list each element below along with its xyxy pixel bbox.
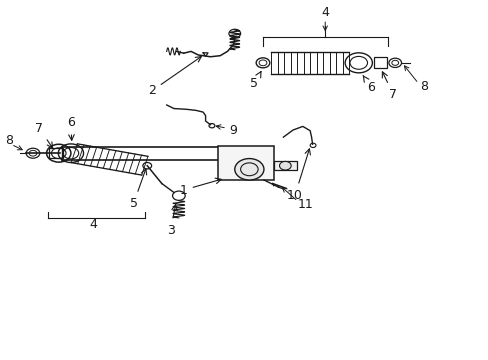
Text: 4: 4 xyxy=(90,218,98,231)
Bar xyxy=(273,161,296,170)
Text: 8: 8 xyxy=(420,80,427,93)
Text: 4: 4 xyxy=(321,6,328,19)
Text: 10: 10 xyxy=(286,149,310,202)
Text: 6: 6 xyxy=(67,116,75,140)
Text: 6: 6 xyxy=(362,76,374,94)
Circle shape xyxy=(279,161,290,170)
Text: 3: 3 xyxy=(166,205,177,237)
Text: 1: 1 xyxy=(180,178,221,197)
Text: 5: 5 xyxy=(250,72,261,90)
Text: 7: 7 xyxy=(35,122,53,148)
Ellipse shape xyxy=(226,150,252,171)
Text: 2: 2 xyxy=(148,57,201,97)
Bar xyxy=(48,148,63,158)
Bar xyxy=(373,58,386,68)
Circle shape xyxy=(234,158,264,180)
Text: 5: 5 xyxy=(129,169,146,210)
Text: 7: 7 xyxy=(382,72,396,101)
Text: 11: 11 xyxy=(297,198,313,211)
Text: 8: 8 xyxy=(5,134,13,147)
Bar xyxy=(217,146,273,180)
Text: 9: 9 xyxy=(228,124,236,137)
